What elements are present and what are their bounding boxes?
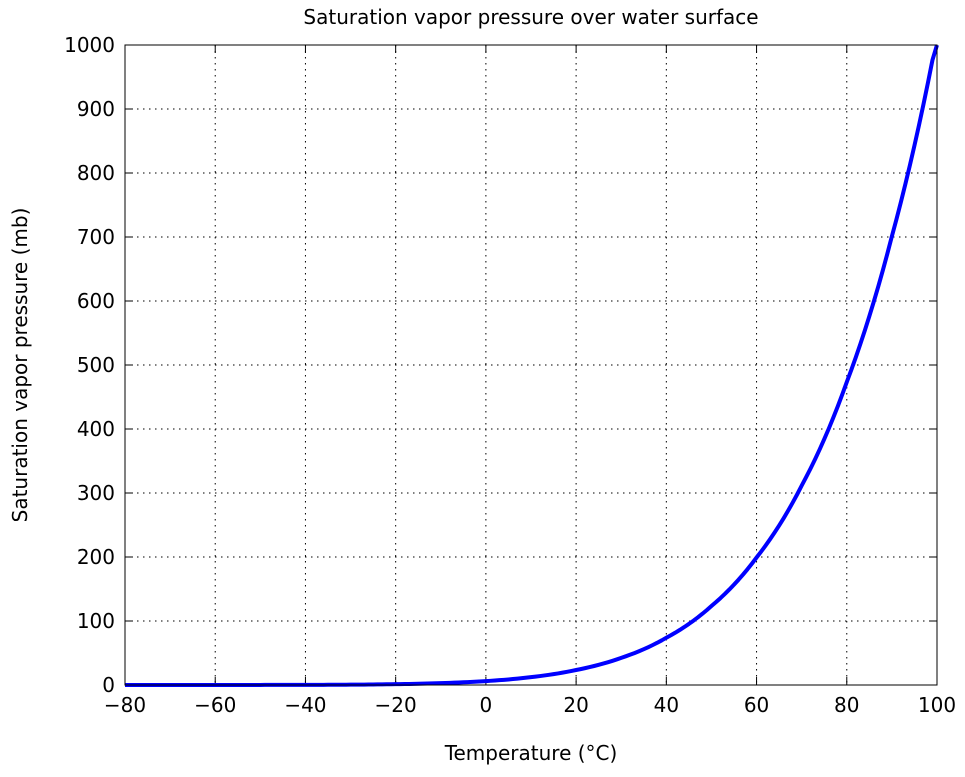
x-tick-label: −40 [284, 693, 326, 717]
plot-area [124, 44, 938, 686]
x-tick-label: 100 [918, 693, 956, 717]
y-tick-label: 500 [77, 353, 115, 377]
y-tick-label: 900 [77, 97, 115, 121]
y-tick-label: 100 [77, 609, 115, 633]
x-tick-label: −60 [194, 693, 236, 717]
plot-frame [124, 44, 938, 686]
y-tick-label: 400 [77, 417, 115, 441]
y-tick-label: 700 [77, 225, 115, 249]
x-tick-label: 60 [744, 693, 769, 717]
y-tick-label: 600 [77, 289, 115, 313]
x-tick-label: −80 [104, 693, 146, 717]
y-tick-label: 0 [102, 673, 115, 697]
x-tick-label: 80 [834, 693, 859, 717]
x-tick-label: 40 [654, 693, 679, 717]
y-tick-label: 200 [77, 545, 115, 569]
x-tick-label: 20 [563, 693, 588, 717]
x-tick-label: 0 [480, 693, 493, 717]
y-tick-label: 1000 [64, 33, 115, 57]
ticks: −80 −60 −40 −20 0 20 40 60 80 1000100200300400500… [64, 33, 956, 717]
x-axis-title: Temperature (°C) [444, 741, 618, 765]
y-tick-label: 300 [77, 481, 115, 505]
y-tick-label: 800 [77, 161, 115, 185]
y-axis-title: Saturation vapor pressure (mb) [8, 208, 32, 523]
x-tick-label: −20 [375, 693, 417, 717]
chart-title: Saturation vapor pressure over water sur… [303, 5, 758, 29]
